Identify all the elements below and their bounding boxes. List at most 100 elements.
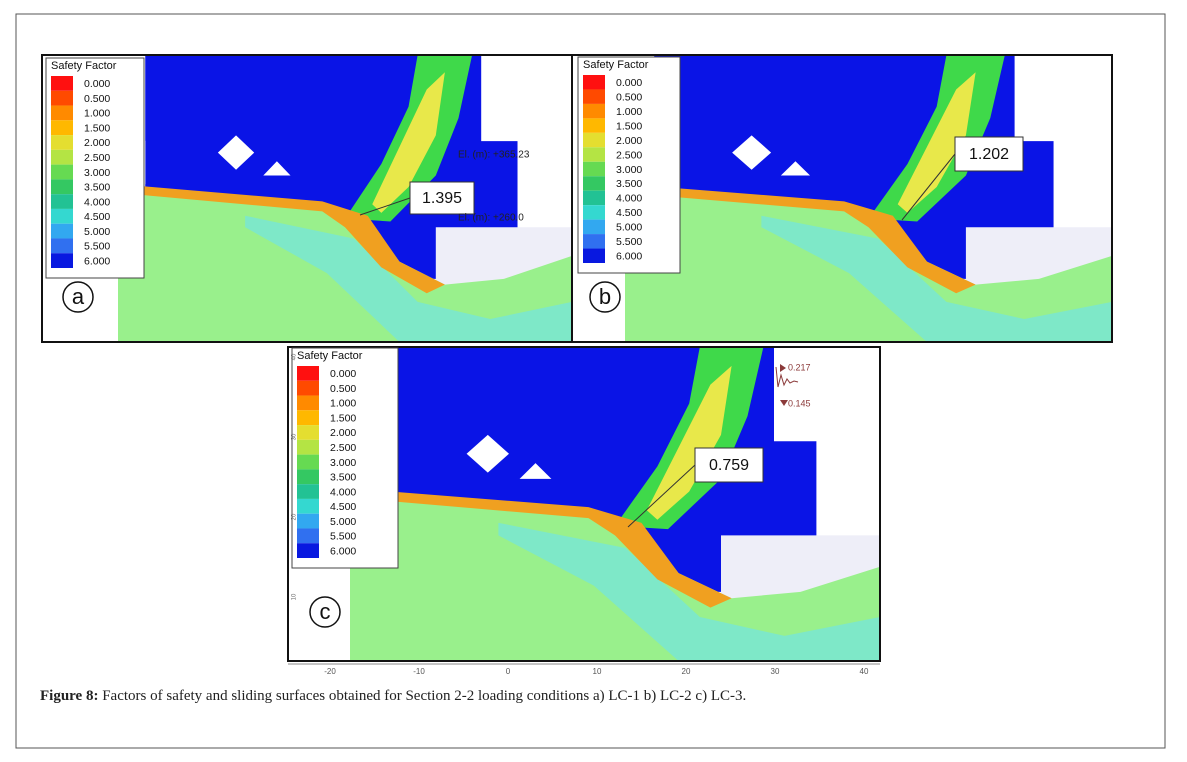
legend-swatch [583,75,605,90]
legend-swatch [297,425,319,440]
legend-swatch [297,454,319,470]
y-tick-label: 10 [292,593,298,600]
panel-letter-circle [309,596,341,628]
panel: Safety Factor 0.000 0.500 1.000 1.500 2.000 2.… [571,54,1113,343]
legend-label: 4.500 [616,207,642,219]
panel-frame [571,54,1113,343]
legend-swatch [297,513,319,529]
seismic-marker: 0.145 [788,398,811,408]
legend-swatch [297,410,319,426]
fs-box [694,447,764,483]
legend-swatch [51,90,73,106]
legend-swatch [51,223,73,239]
plume-core [897,72,976,213]
legend-label: 1.500 [330,412,356,424]
legend-label: 2.000 [330,427,356,439]
legend-label: 2.000 [84,137,110,149]
legend-swatch [583,118,605,133]
legend-label: 2.500 [330,442,356,454]
legend-swatch [297,380,319,396]
legend-label: 5.000 [616,222,642,234]
legend-swatch [51,149,73,165]
legend-swatch [51,105,73,121]
legend-label: 4.000 [616,193,642,205]
air-region [519,463,552,479]
legend-label: 3.500 [616,178,642,190]
legend-swatch [583,161,605,177]
legend-swatch [583,190,605,206]
legend-label: 0.500 [84,93,110,105]
fs-box [409,181,475,215]
fs-box [954,136,1024,172]
seismic-marker: 0.217 [788,362,811,372]
x-tick-label: 30 [771,667,780,676]
legend-swatch [51,179,73,195]
legend-label: 4.000 [84,196,110,208]
legend-label: 5.500 [84,241,110,253]
legend-swatch [583,132,605,148]
legend-label: 2.000 [616,135,642,147]
legend-label: 0.000 [330,368,356,380]
air-region [774,347,880,542]
plume-core [646,365,732,520]
air-region [263,161,291,176]
legend-label: 4.500 [330,501,356,513]
panel-letter: b [599,284,611,309]
legend-label: 1.500 [84,122,110,134]
y-tick-label: 20 [292,513,298,520]
legend-swatch [297,439,319,455]
air-region [732,135,772,170]
legend-swatch [297,498,319,514]
legend-label: 6.000 [84,255,110,267]
legend-swatch [583,176,605,191]
legend-label: 1.500 [616,120,642,132]
legend-label: 3.500 [84,182,110,194]
air-region [217,135,255,170]
ground-layer [498,522,880,661]
legend-swatch [583,219,605,235]
legend-label: 1.000 [330,398,356,410]
legend-swatch [51,194,73,209]
leader-line [627,464,696,528]
caption-text: Factors of safety and sliding surfaces o… [102,688,747,704]
elevation-label: El. (m): +260.0 [458,213,524,224]
panel: Safety Factor 0.000 0.500 1.000 1.500 2.000 2.… [287,346,881,676]
legend-title: Safety Factor [297,350,363,362]
legend-swatch [583,205,605,220]
legend-label: 0.000 [84,78,110,90]
legend-label: 0.500 [616,91,642,103]
panel: Safety Factor 0.000 0.500 1.000 1.500 2.000 2.… [41,54,573,343]
legend-label: 3.000 [84,167,110,179]
caption-label: Figure 8: [40,688,99,704]
legend-label: 0.000 [616,77,642,89]
legend-label: 4.500 [84,211,110,223]
legend-label: 3.500 [330,472,356,484]
legend-label: 5.000 [84,226,110,238]
x-tick-label: 10 [593,667,602,676]
legend-swatch [297,528,319,544]
slip-surface [118,184,445,294]
legend-swatch [583,103,605,119]
x-tick-label: 20 [682,667,691,676]
legend-label: 6.000 [616,251,642,263]
seismic-arrow [780,364,786,372]
legend-label: 5.000 [330,516,356,528]
y-tick-label: 30 [292,433,298,440]
legend-swatch [51,135,73,150]
legend-label: 1.000 [84,108,110,120]
air-region [466,434,509,473]
legend-swatch [297,543,319,558]
ground-layer [245,215,572,342]
legend-title: Safety Factor [583,59,649,71]
legend-label: 5.500 [330,531,356,543]
seismic-arrow [780,400,788,406]
factor-of-safety: 1.202 [969,146,1009,163]
panel-letter: a [72,284,85,309]
legend-swatch [51,208,73,224]
legend-swatch [297,366,319,381]
legend-label: 1.000 [616,106,642,118]
legend-swatch [51,164,73,180]
legend-swatch [297,395,319,411]
